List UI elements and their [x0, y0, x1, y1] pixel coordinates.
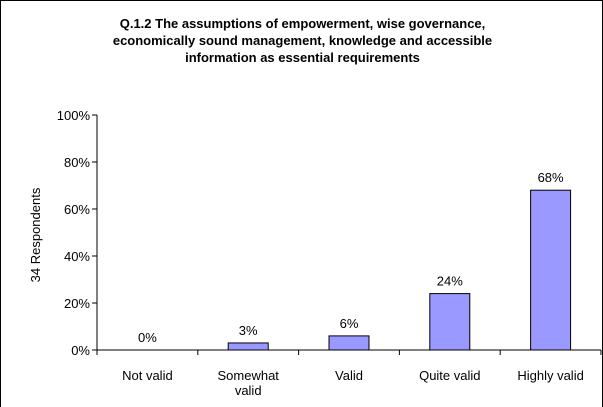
- category-label: valid: [235, 383, 262, 398]
- chart-title-line-2: economically sound management, knowledge…: [112, 33, 493, 48]
- data-label: 6%: [340, 316, 359, 331]
- category-label: Valid: [335, 368, 363, 383]
- y-tick-label: 20%: [64, 296, 90, 311]
- y-tick-label: 60%: [64, 202, 90, 217]
- chart-title-line-3: information as essential requirements: [185, 50, 420, 65]
- chart-title-line-1: Q.1.2 The assumptions of empowerment, wi…: [119, 16, 486, 31]
- y-tick-label: 80%: [64, 155, 90, 170]
- y-tick-label: 100%: [57, 108, 91, 123]
- data-label: 68%: [538, 170, 564, 185]
- category-label: Highly valid: [517, 368, 583, 383]
- chart-title: Q.1.2 The assumptions of empowerment, wi…: [61, 15, 544, 66]
- bar: [429, 293, 471, 351]
- y-axis-label: 34 Respondents: [28, 187, 43, 282]
- category-label: Quite valid: [419, 368, 480, 383]
- data-label: 0%: [138, 330, 157, 345]
- bar: [328, 335, 370, 351]
- data-label: 3%: [239, 323, 258, 338]
- plot-area: 0% 20% 40% 60% 80% 100% 0% Not valid 3% Somewhatv…: [57, 108, 602, 398]
- data-label: 24%: [437, 274, 463, 289]
- category-label: Not valid: [122, 368, 173, 383]
- bar: [227, 342, 269, 351]
- y-tick-label: 0%: [71, 343, 90, 358]
- category-label: Somewhat: [217, 368, 279, 383]
- bar: [530, 189, 572, 351]
- y-tick-label: 40%: [64, 249, 90, 264]
